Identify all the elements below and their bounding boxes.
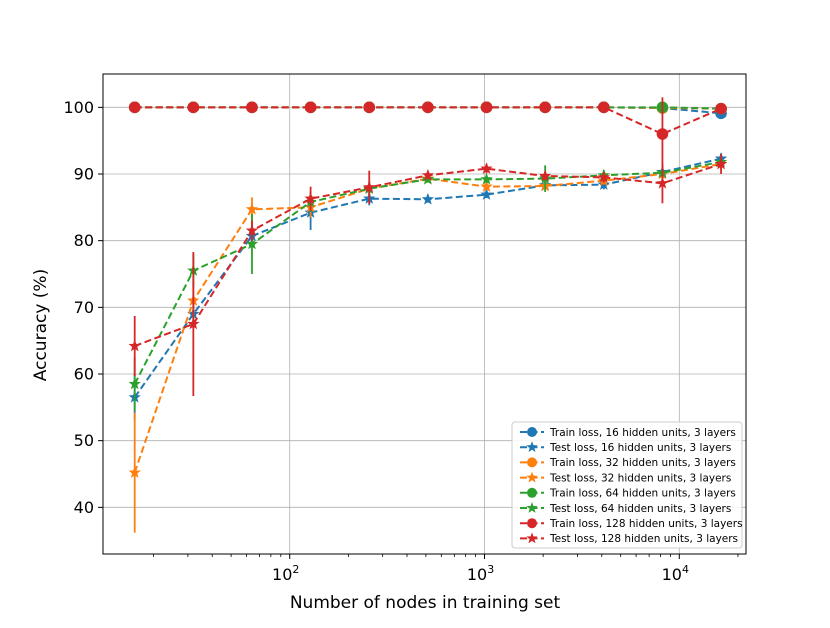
data-point [656, 176, 669, 189]
legend-label: Train loss, 16 hidden units, 3 layers [549, 427, 736, 439]
data-point [539, 101, 551, 114]
x-tick-exponent: 2 [292, 563, 299, 576]
legend-entry: Train loss, 128 hidden units, 3 layers [520, 518, 743, 530]
data-point [304, 192, 317, 204]
legend-box [511, 421, 743, 549]
x-tick-exponent: 4 [682, 563, 689, 576]
data-point [480, 172, 493, 185]
x-tick-base: 10 [662, 565, 682, 584]
data-point [128, 339, 141, 352]
legend-marker [527, 427, 537, 437]
legend-marker [527, 518, 537, 529]
legend-marker [526, 502, 538, 513]
series-line [133, 163, 722, 473]
y-tick-label: 90 [74, 165, 94, 184]
data-point [480, 101, 493, 114]
legend-label: Test loss, 16 hidden units, 3 layers [549, 442, 731, 454]
data-point [421, 168, 435, 181]
data-point [128, 101, 141, 114]
data-point [422, 101, 434, 114]
data-point [246, 101, 258, 114]
legend-label: Test loss, 64 hidden units, 3 layers [549, 503, 731, 515]
data-point [597, 101, 610, 114]
data-point [421, 192, 435, 205]
legend-label: Train loss, 32 hidden units, 3 layers [549, 457, 736, 469]
data-point [187, 101, 200, 114]
legend-entry: Test loss, 64 hidden units, 3 layers [520, 502, 731, 515]
legend-label: Train loss, 128 hidden units, 3 layers [549, 518, 743, 530]
x-axis-label: Number of nodes in training set [290, 593, 561, 613]
y-tick-label: 40 [74, 498, 94, 517]
plot-frame [102, 73, 747, 555]
data-point [597, 170, 610, 183]
legend-marker [527, 487, 537, 498]
data-point [363, 101, 376, 114]
data-point [715, 102, 727, 115]
data-point [538, 169, 552, 182]
data-point [187, 317, 200, 330]
series-layer [128, 97, 728, 533]
legend-entry: Test loss, 16 hidden units, 3 layers [520, 441, 731, 454]
data-point [245, 224, 259, 236]
y-axis-label: Accuracy (%) [31, 269, 51, 381]
legend-entry: Train loss, 64 hidden units, 3 layers [520, 488, 736, 500]
legend-marker [526, 532, 538, 544]
series-line [134, 106, 722, 136]
legend-entry: Test loss, 128 hidden units, 3 layers [520, 532, 738, 545]
data-point [714, 157, 728, 170]
data-point [245, 202, 259, 215]
legend-marker [526, 441, 538, 453]
data-point [480, 162, 493, 174]
data-point [480, 180, 493, 192]
y-tick-label: 80 [74, 231, 94, 250]
data-point [363, 180, 376, 193]
x-tick-exponent: 3 [487, 563, 494, 576]
legend-label: Test loss, 32 hidden units, 3 layers [549, 472, 731, 484]
legend-entry: Test loss, 32 hidden units, 3 layers [520, 471, 731, 484]
legend-marker [526, 471, 538, 483]
data-point [245, 237, 259, 250]
y-tick-label: 70 [74, 298, 94, 317]
data-point [128, 377, 141, 390]
y-tick-label: 60 [74, 365, 94, 384]
x-tick-base: 10 [272, 565, 292, 584]
legend-label: Test loss, 128 hidden units, 3 layers [549, 533, 738, 545]
x-tick-label: 104 [662, 563, 689, 584]
series-7 [128, 154, 728, 396]
data-point [480, 188, 493, 200]
y-tick-label: 100 [63, 98, 94, 117]
legend: Train loss, 16 hidden units, 3 layers Tes… [511, 421, 743, 549]
x-tick-label: 102 [272, 563, 299, 584]
legend-label: Train loss, 64 hidden units, 3 layers [549, 488, 736, 500]
legend-entry: Train loss, 16 hidden units, 3 layers [520, 427, 736, 439]
data-point [304, 101, 317, 114]
legend-marker [527, 457, 537, 468]
data-point [656, 128, 669, 140]
y-tick-label: 50 [74, 431, 94, 450]
data-point [128, 466, 141, 478]
x-tick-base: 10 [467, 565, 487, 584]
x-tick-label: 103 [467, 563, 494, 584]
series-1 [128, 152, 728, 421]
legend-entry: Train loss, 32 hidden units, 3 layers [520, 457, 736, 469]
series-6 [128, 97, 727, 171]
